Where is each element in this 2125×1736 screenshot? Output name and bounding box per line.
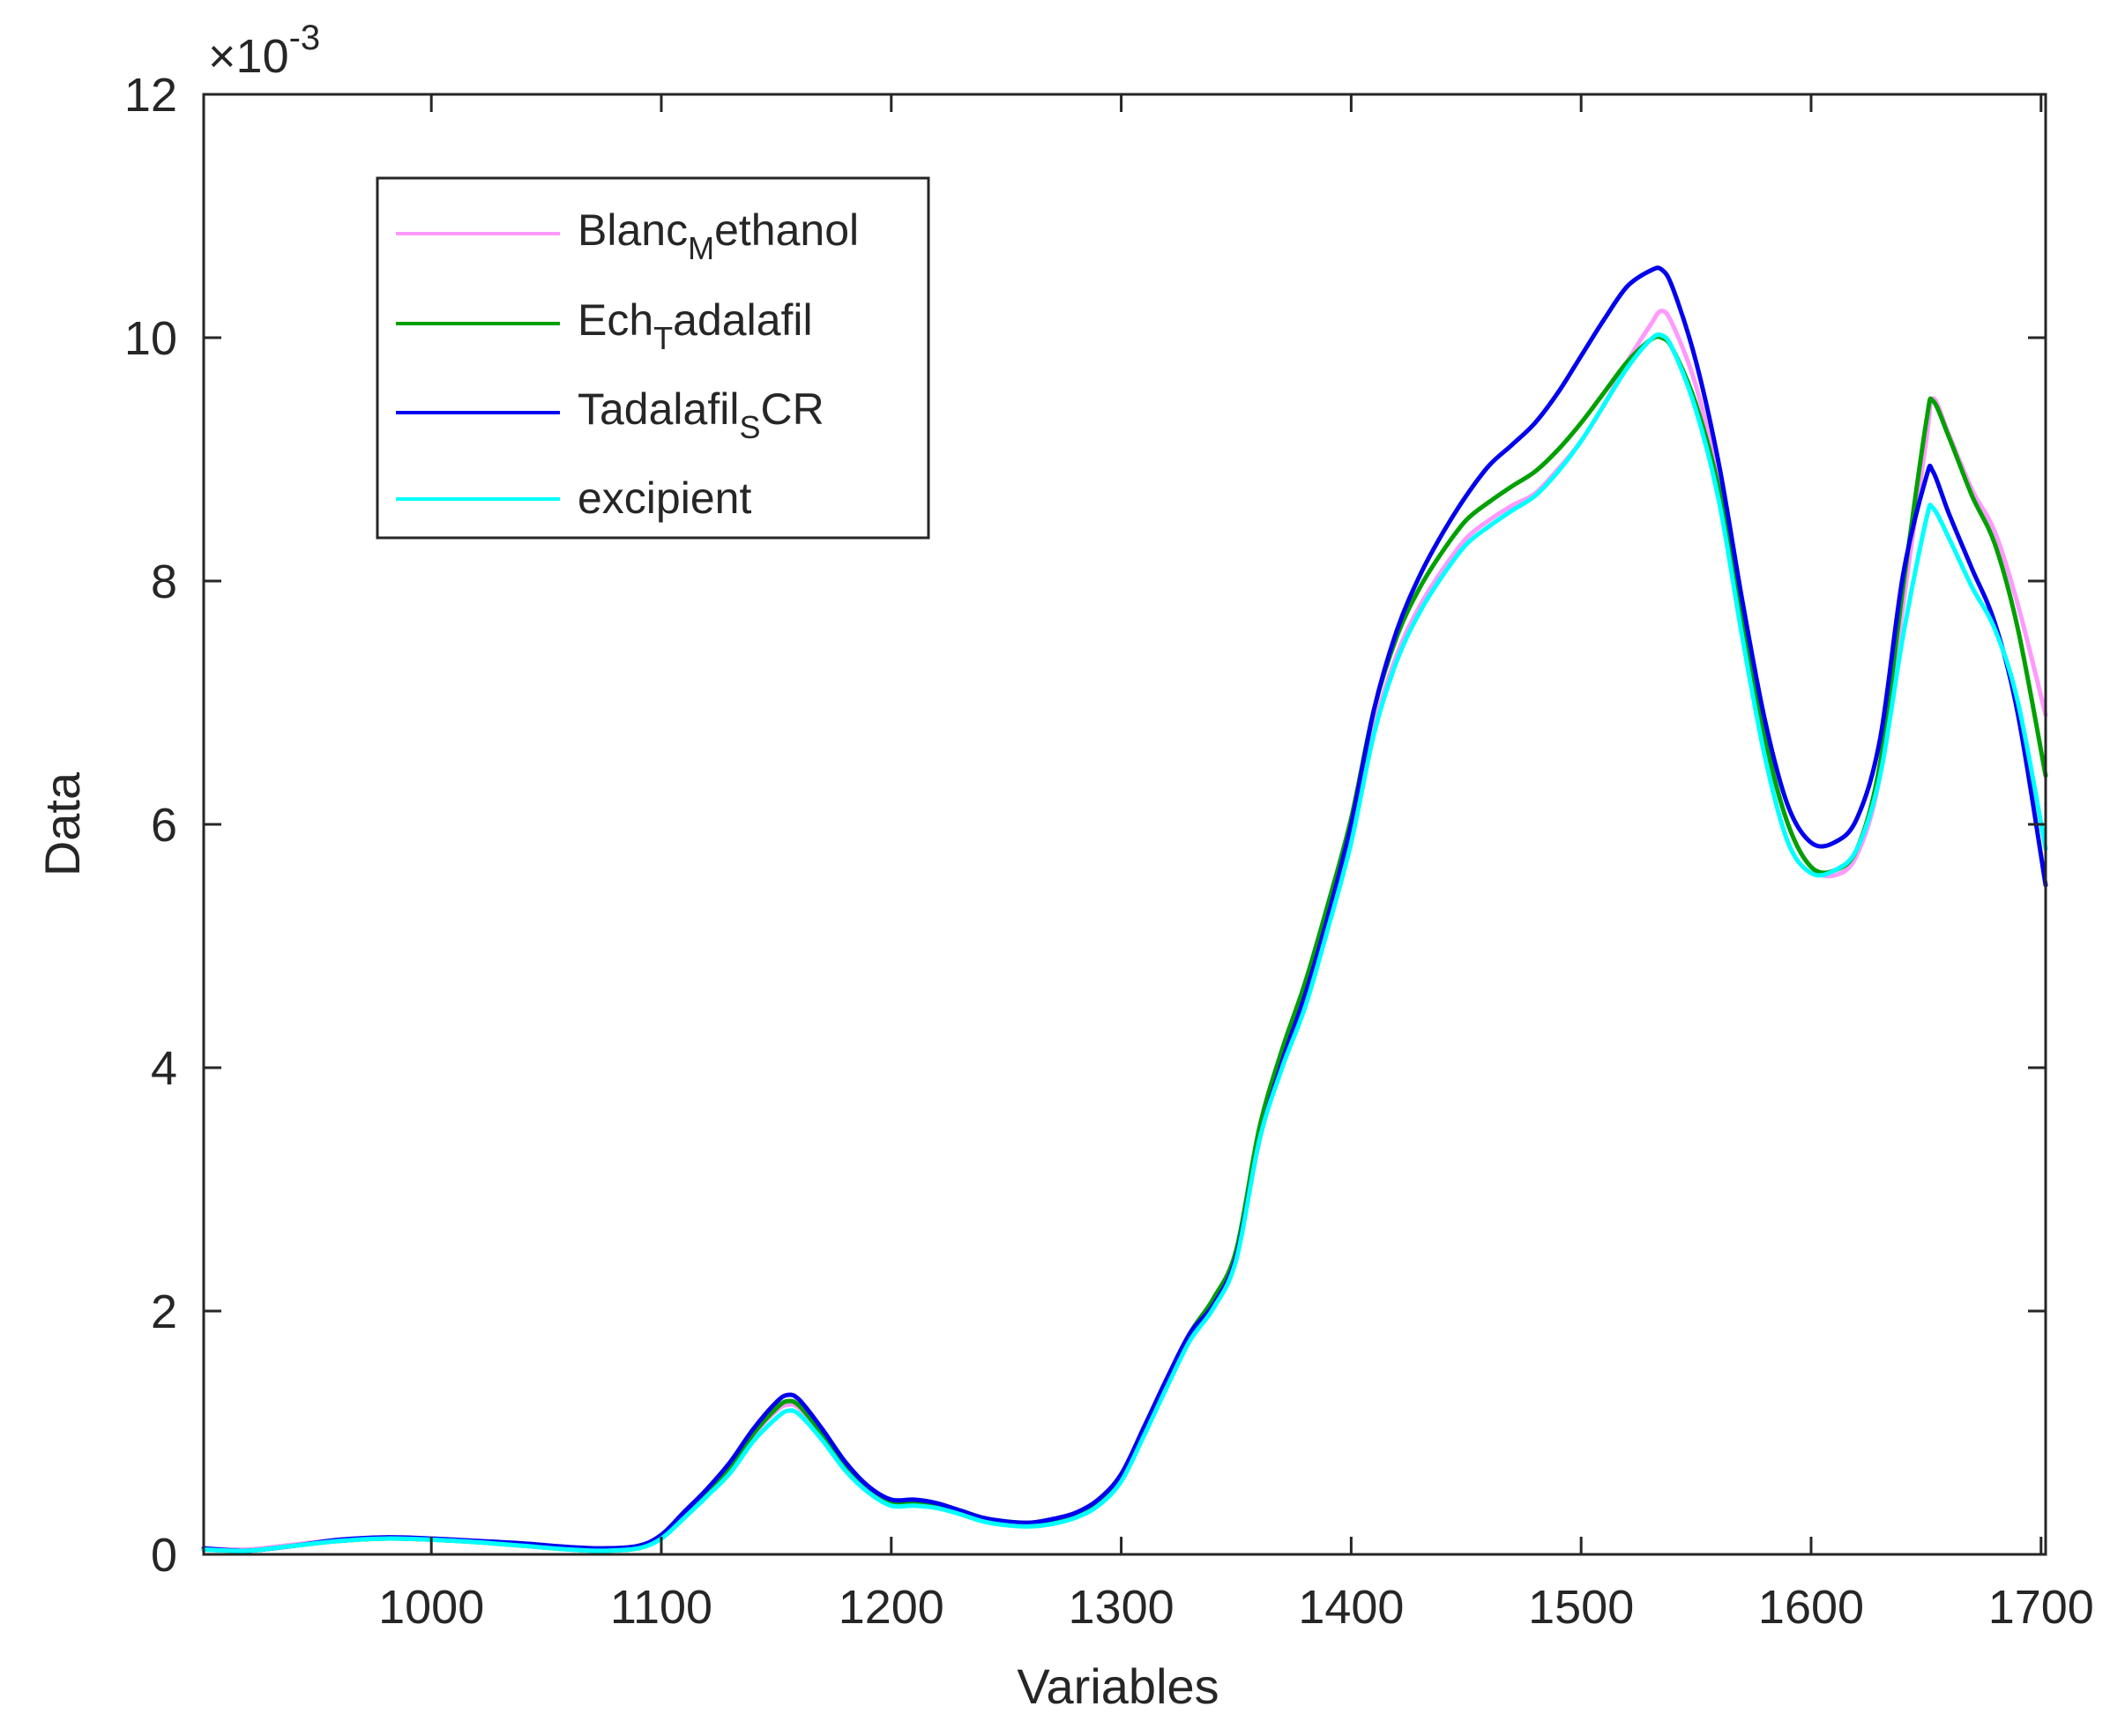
x-tick-label: 1100 bbox=[610, 1581, 712, 1634]
x-ticks: 1000 1100 1200 1300 1400 1500 1600 1700 bbox=[378, 94, 2094, 1634]
legend-label-tadalafil-scr: TadalafilSCR bbox=[578, 384, 824, 445]
legend-label-excipient: excipient bbox=[578, 473, 751, 523]
y-tick-label: 12 bbox=[124, 69, 177, 122]
series-line-excipient bbox=[201, 332, 2048, 1553]
legend-label-blanc-methanol: BlancMethanol bbox=[578, 205, 859, 266]
legend-box bbox=[376, 176, 930, 540]
x-tick-label: 1200 bbox=[839, 1581, 944, 1634]
x-tick-label: 1000 bbox=[378, 1581, 484, 1634]
y-ticks: 0 2 4 6 8 10 12 bbox=[124, 69, 2046, 1582]
x-tick-label: 1700 bbox=[1988, 1581, 2094, 1634]
series-line-ech-tadalafil bbox=[201, 334, 2048, 1553]
y-tick-label: 2 bbox=[151, 1285, 177, 1338]
y-tick-label: 0 bbox=[151, 1529, 177, 1582]
series-line-tadalafil-scr bbox=[201, 265, 2048, 1553]
legend: BlancMethanol EchTadalafil TadalafilSCR … bbox=[376, 176, 930, 540]
y-tick-label: 4 bbox=[151, 1042, 177, 1095]
x-tick-label: 1500 bbox=[1528, 1581, 1634, 1634]
x-tick-label: 1300 bbox=[1069, 1581, 1174, 1634]
y-tick-label: 10 bbox=[124, 312, 177, 365]
y-tick-label: 6 bbox=[151, 799, 177, 852]
x-tick-label: 1400 bbox=[1298, 1581, 1404, 1634]
series-layer bbox=[201, 265, 2048, 1553]
y-tick-label: 8 bbox=[151, 555, 177, 608]
exponent-label: ×10-3 bbox=[208, 19, 320, 83]
legend-label-ech-tadalafil: EchTadalafil bbox=[578, 295, 813, 356]
y-axis-label: Data bbox=[34, 771, 90, 876]
x-tick-label: 1600 bbox=[1758, 1581, 1864, 1634]
x-axis-label: Variables bbox=[1017, 1658, 1219, 1714]
